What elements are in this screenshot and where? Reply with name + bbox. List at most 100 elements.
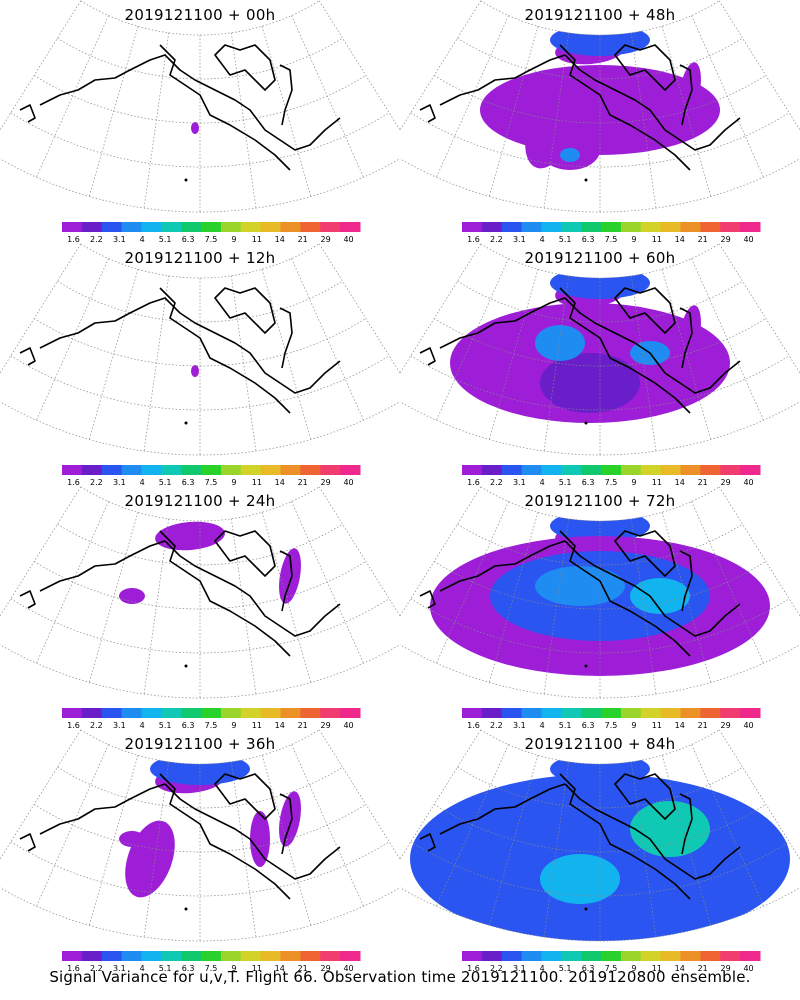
colorbar-segment — [720, 222, 741, 232]
colorbar: 1.6 2.2 3.1 4 5.1 6.3 7.5 9 11 14 21 29 40 — [462, 708, 761, 730]
coastline-path — [279, 550, 293, 612]
latitude-line — [57, 280, 343, 323]
panel-title: 2019121100 + 72h — [524, 492, 676, 510]
colorbar-segment — [740, 951, 761, 961]
coastline-path — [419, 347, 436, 366]
colorbar-tick-label: 5.1 — [159, 721, 172, 730]
colorbar-segment — [121, 222, 142, 232]
colorbar-tick-label: 21 — [298, 235, 308, 244]
colorbar-tick-label: 11 — [252, 478, 262, 487]
colorbar-tick-label: 2.2 — [90, 235, 103, 244]
colorbar-tick-label: 2.2 — [90, 478, 103, 487]
colorbar-tick-label: 29 — [721, 721, 731, 730]
colorbar-segment — [260, 951, 282, 961]
longitude-line — [436, 15, 509, 178]
colorbar-tick-label: 40 — [343, 235, 353, 244]
colorbar-segment — [660, 465, 682, 475]
map-plot: 1.6 2.2 3.1 4 5.1 6.3 7.5 9 11 14 21 29 40 — [0, 486, 400, 730]
colorbar-segment — [201, 222, 222, 232]
colorbar-segment — [601, 708, 622, 718]
colorbar-tick-label: 29 — [321, 235, 331, 244]
colorbar-segment — [521, 708, 542, 718]
figure-caption: Signal Variance for u,v,T. Flight 66. Ob… — [49, 968, 751, 986]
latitude-line — [0, 644, 400, 699]
coastline — [419, 44, 741, 182]
latitude-line — [480, 243, 720, 279]
coastline-path — [559, 530, 691, 657]
longitude-line — [143, 275, 170, 452]
colorbar-tick-label: 11 — [652, 721, 662, 730]
coastline-path — [279, 307, 293, 369]
coastline-path — [614, 287, 676, 334]
colorbar-segment — [181, 708, 202, 718]
colorbar-segment — [300, 465, 321, 475]
colorbar-segment — [561, 708, 582, 718]
colorbar-tick-label: 3.1 — [113, 964, 126, 973]
colorbar-tick-label: 3.1 — [513, 964, 526, 973]
coastline-path — [19, 104, 36, 123]
colorbar-tick-label: 9 — [231, 478, 236, 487]
colorbar-tick-label: 40 — [743, 721, 753, 730]
island — [584, 664, 588, 668]
colorbar-tick-label: 29 — [321, 721, 331, 730]
colorbar-tick-label: 6.3 — [582, 478, 595, 487]
colorbar-segment — [680, 708, 701, 718]
latitude-line — [410, 841, 790, 897]
longitude-line — [0, 0, 82, 131]
colorbar-tick-label: 7.5 — [605, 478, 618, 487]
panel-title: 2019121100 + 84h — [524, 735, 676, 753]
colorbar-segment — [280, 465, 301, 475]
colorbar-segment — [481, 951, 503, 961]
latitude-line — [10, 598, 390, 654]
variance-patch — [250, 811, 270, 867]
variance-patch — [191, 365, 199, 377]
colorbar-segment — [620, 708, 642, 718]
colorbar-segment — [501, 465, 523, 475]
coastline-path — [439, 783, 741, 880]
longitude-line — [36, 744, 109, 907]
colorbar-segment — [260, 708, 282, 718]
colorbar-tick-label: 1.6 — [467, 964, 480, 973]
colorbar-tick-label: 29 — [321, 964, 331, 973]
coastline — [19, 530, 341, 668]
colorbar-tick-label: 5.1 — [159, 235, 172, 244]
colorbar-segment — [121, 951, 142, 961]
longitude-line — [230, 518, 257, 695]
colorbar-segment — [81, 222, 103, 232]
colorbar-segment — [481, 465, 503, 475]
panel-48h: 2019121100 + 48h 1.6 2.2 3.1 4 5.1 6.3 7.5 9 11 1… — [400, 0, 800, 250]
coastline-path — [159, 773, 291, 900]
latitude-line — [410, 355, 790, 411]
colorbar-tick-label: 7.5 — [205, 964, 218, 973]
longitude-line — [36, 15, 109, 178]
colorbar-tick-label: 6.3 — [182, 721, 195, 730]
longitude-line — [0, 243, 82, 374]
colorbar-tick-label: 5.1 — [559, 964, 572, 973]
colorbar-tick-label: 1.6 — [467, 235, 480, 244]
colorbar-segment — [501, 708, 523, 718]
colorbar-tick-label: 14 — [675, 964, 685, 973]
longitude-line — [88, 269, 139, 440]
colorbar-segment — [462, 222, 483, 232]
colorbar-segment — [601, 951, 622, 961]
panel-title: 2019121100 + 60h — [524, 249, 676, 267]
longitude-line — [543, 761, 570, 938]
colorbar-segment — [620, 222, 642, 232]
coastline-path — [159, 44, 291, 171]
colorbar-tick-label: 7.5 — [605, 235, 618, 244]
colorbar-segment — [581, 951, 602, 961]
colorbar-segment — [300, 708, 321, 718]
colorbar-segment — [141, 708, 162, 718]
colorbar-tick-label: 3.1 — [513, 478, 526, 487]
colorbar-segment — [320, 465, 341, 475]
graticule — [400, 486, 800, 699]
colorbar-segment — [181, 222, 202, 232]
longitude-line — [400, 0, 482, 131]
colorbar-segment — [660, 951, 682, 961]
graticule — [0, 486, 400, 699]
colorbar-segment — [340, 708, 361, 718]
colorbar-segment — [501, 951, 523, 961]
colorbar-tick-label: 6.3 — [582, 721, 595, 730]
colorbar-segment — [181, 951, 202, 961]
colorbar-segment — [561, 951, 582, 961]
